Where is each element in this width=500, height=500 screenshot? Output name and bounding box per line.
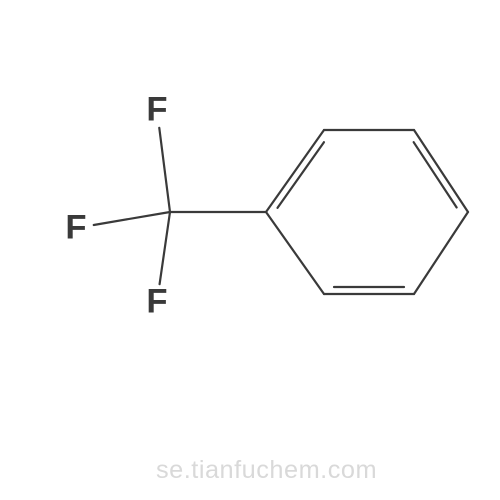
watermark-text: se.tianfuchem.com: [156, 456, 377, 485]
atom-label-f-bottom: F: [146, 283, 167, 322]
atom-label-f-left: F: [65, 209, 86, 248]
atom-label-f-top: F: [146, 91, 167, 130]
structure-canvas: F F F se.tianfuchem.com: [0, 0, 500, 500]
bond-svg: [0, 0, 500, 500]
